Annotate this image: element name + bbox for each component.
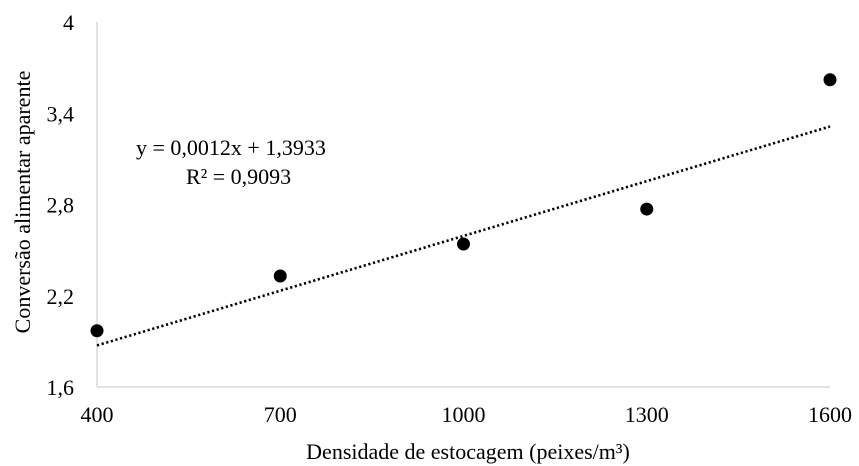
y-tick-label: 4 <box>63 10 74 35</box>
x-tick-label: 1600 <box>808 402 852 427</box>
x-axis-label: Densidade de estocagem (peixes/m³) <box>306 439 630 464</box>
data-point <box>90 324 104 338</box>
x-tick-label: 700 <box>264 402 297 427</box>
trendline-r-squared: R² = 0,9093 <box>186 164 291 189</box>
x-tick-label: 1300 <box>625 402 669 427</box>
data-points <box>90 73 837 338</box>
data-point <box>823 73 837 87</box>
y-tick-labels: 1,6 2,2 2,8 3,4 4 <box>47 10 75 400</box>
y-tick-label: 2,8 <box>47 193 75 218</box>
trendline-equation: y = 0,0012x + 1,3933 <box>136 135 326 160</box>
y-tick-label: 1,6 <box>47 375 75 400</box>
x-tick-label: 1000 <box>442 402 486 427</box>
y-tick-label: 3,4 <box>47 101 75 126</box>
axes <box>96 22 830 388</box>
y-tick-label: 2,2 <box>47 284 75 309</box>
y-axis-label: Conversão alimentar aparente <box>10 71 35 334</box>
x-tick-label: 400 <box>81 402 114 427</box>
data-point <box>457 237 470 251</box>
x-tick-labels: 400 700 1000 1300 1600 <box>81 402 853 427</box>
data-point <box>640 202 654 216</box>
data-point <box>273 269 287 283</box>
